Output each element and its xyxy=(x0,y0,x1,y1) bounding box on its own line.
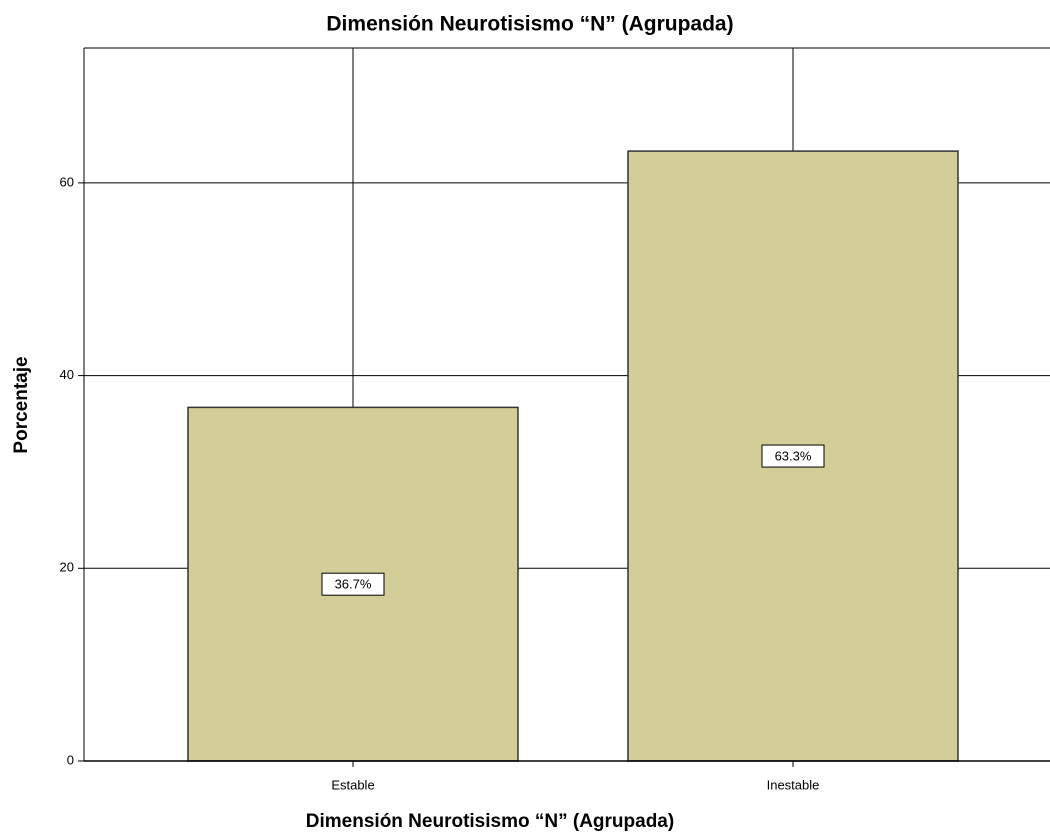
x-axis-title: Dimensión Neurotisismo “N” (Agrupada) xyxy=(306,811,674,832)
y-tick-label: 40 xyxy=(60,367,74,382)
y-tick-label: 60 xyxy=(60,174,74,189)
value-label: 36.7% xyxy=(335,577,372,592)
x-tick-label: Inestable xyxy=(767,777,820,792)
y-tick-label: 0 xyxy=(67,752,74,767)
y-axis-title: Porcentaje xyxy=(11,356,32,453)
value-label: 63.3% xyxy=(775,448,812,463)
chart-title: Dimensión Neurotisismo “N” (Agrupada) xyxy=(326,13,733,36)
y-tick-label: 20 xyxy=(60,560,74,575)
value-label-box xyxy=(321,572,385,596)
value-label-box xyxy=(761,444,825,468)
x-tick-label: Estable xyxy=(331,777,374,792)
